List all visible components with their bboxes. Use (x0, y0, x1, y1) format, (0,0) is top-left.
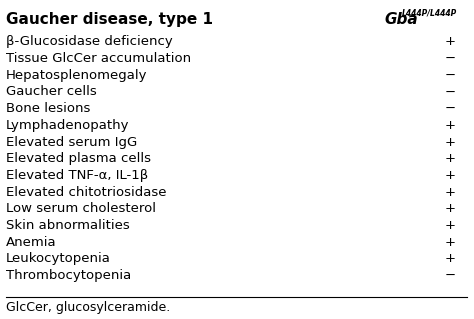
Text: Hepatosplenomegaly: Hepatosplenomegaly (6, 69, 147, 82)
Text: Skin abnormalities: Skin abnormalities (6, 219, 130, 232)
Text: +: + (445, 186, 456, 199)
Text: −: − (445, 269, 456, 282)
Text: −: − (445, 69, 456, 82)
Text: Gba: Gba (385, 12, 419, 27)
Text: Thrombocytopenia: Thrombocytopenia (6, 269, 131, 282)
Text: +: + (445, 119, 456, 132)
Text: Elevated plasma cells: Elevated plasma cells (6, 152, 151, 165)
Text: Lymphadenopathy: Lymphadenopathy (6, 119, 129, 132)
Text: Tissue GlcCer accumulation: Tissue GlcCer accumulation (6, 52, 191, 65)
Text: +: + (445, 252, 456, 265)
Text: Gaucher cells: Gaucher cells (6, 85, 97, 99)
Text: +: + (445, 219, 456, 232)
Text: Leukocytopenia: Leukocytopenia (6, 252, 111, 265)
Text: +: + (445, 236, 456, 249)
Text: GlcCer, glucosylceramide.: GlcCer, glucosylceramide. (6, 301, 170, 314)
Text: Low serum cholesterol: Low serum cholesterol (6, 202, 156, 215)
Text: −: − (445, 85, 456, 99)
Text: Elevated serum IgG: Elevated serum IgG (6, 136, 137, 149)
Text: +: + (445, 35, 456, 48)
Text: Bone lesions: Bone lesions (6, 102, 91, 115)
Text: Gaucher disease, type 1: Gaucher disease, type 1 (6, 12, 213, 27)
Text: −: − (445, 52, 456, 65)
Text: +: + (445, 152, 456, 165)
Text: −: − (445, 102, 456, 115)
Text: +: + (445, 136, 456, 149)
Text: Elevated TNF-α, IL-1β: Elevated TNF-α, IL-1β (6, 169, 148, 182)
Text: +: + (445, 202, 456, 215)
Text: +: + (445, 169, 456, 182)
Text: Anemia: Anemia (6, 236, 57, 249)
Text: β-Glucosidase deficiency: β-Glucosidase deficiency (6, 35, 173, 48)
Text: Elevated chitotriosidase: Elevated chitotriosidase (6, 186, 166, 199)
Text: L444P/L444P: L444P/L444P (402, 9, 457, 18)
